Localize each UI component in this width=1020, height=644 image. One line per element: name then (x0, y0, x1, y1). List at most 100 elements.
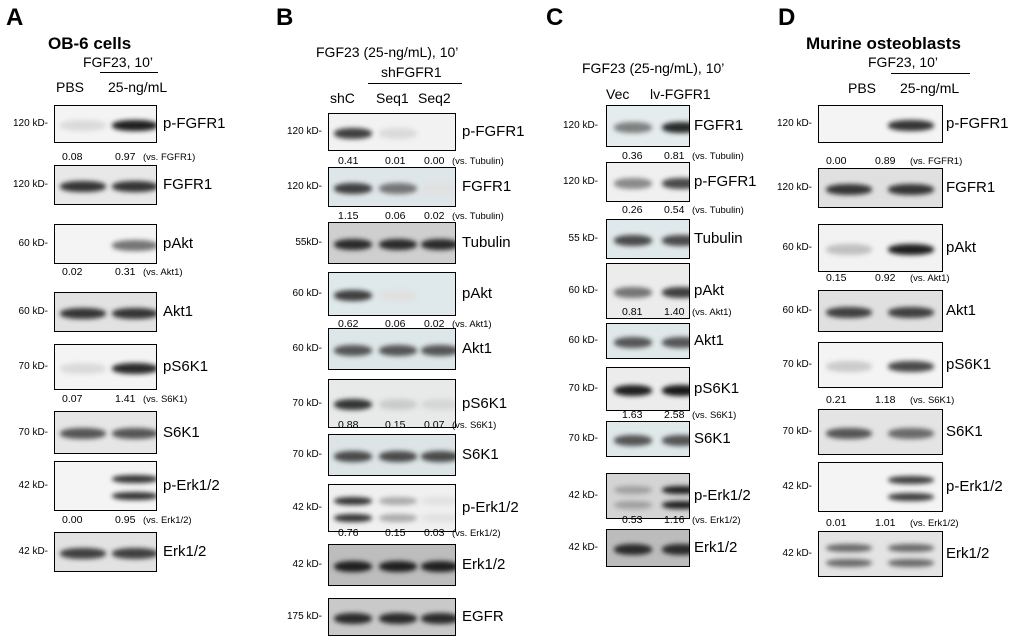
protein-band (112, 307, 156, 319)
quantification-value: 0.07 (62, 393, 83, 405)
protein-band (888, 493, 934, 501)
molecular-weight-marker: 120 kD- (286, 126, 322, 137)
protein-band (333, 450, 373, 462)
quantification-value: 0.89 (875, 155, 896, 167)
quantification-reference-text: (vs. Akt1) (692, 307, 732, 318)
molecular-weight-marker: 60 kD- (292, 343, 322, 354)
protein-band (888, 476, 934, 484)
quantification-value: 0.36 (622, 150, 643, 162)
quantification-value: 2.58 (664, 409, 685, 421)
protein-label: p-Erk1/2 (462, 499, 519, 516)
protein-band (614, 485, 652, 494)
panel-letter: C (546, 4, 564, 31)
panel-letter: D (778, 4, 796, 31)
blot-image (54, 344, 157, 390)
protein-band (826, 183, 872, 195)
molecular-weight-marker: 55 kD- (568, 233, 598, 244)
quantification-reference: (vs. Akt1) (452, 318, 492, 330)
protein-band (420, 513, 455, 522)
blot-image (54, 461, 157, 511)
protein-band (378, 238, 418, 250)
molecular-weight-marker: 60 kD- (782, 305, 812, 316)
quantification-reference-text: (vs. Tubulin) (452, 211, 504, 222)
protein-label: pS6K1 (694, 380, 740, 397)
lane-label: Seq1 (376, 90, 409, 106)
molecular-weight-marker: 70 kD- (18, 361, 48, 372)
protein-label: S6K1 (694, 430, 731, 447)
protein-band (888, 559, 934, 568)
blot-image (606, 219, 690, 259)
molecular-weight-marker: 175 kD- (286, 611, 322, 622)
protein-band (420, 344, 455, 356)
protein-label: S6K1 (163, 423, 200, 441)
blot-image (328, 544, 456, 586)
protein-band (662, 121, 689, 133)
blot-image (54, 532, 157, 572)
panel-title: OB-6 cells (48, 34, 132, 53)
molecular-weight-marker: 42 kD- (568, 542, 598, 553)
molecular-weight-marker: 120 kD- (12, 179, 48, 190)
protein-band (662, 485, 689, 494)
quantification-reference: (vs. Erk1/2) (143, 514, 192, 526)
quantification-reference: (vs. S6K1) (452, 419, 496, 431)
quantification-reference-text: (vs. Tubulin) (692, 205, 744, 216)
molecular-weight-marker: 120 kD- (562, 176, 598, 187)
protein-label: p-FGFR1 (946, 115, 1009, 132)
blot-image (818, 462, 943, 512)
protein-label: pS6K1 (163, 358, 209, 375)
quantification-reference-text: (vs. Erk1/2) (692, 515, 741, 526)
molecular-weight-marker: 70 kD- (568, 433, 598, 444)
quantification-reference: (vs. Akt1) (692, 306, 732, 318)
quantification-value: 0.26 (622, 204, 643, 216)
molecular-weight-marker: 120 kD- (776, 118, 812, 129)
blot-image (328, 328, 456, 370)
quantification-reference-text: (vs. S6K1) (910, 395, 955, 406)
blot-image (606, 421, 690, 457)
quantification-reference-text: (vs. S6K1) (692, 410, 737, 421)
quantification-reference: (vs. Akt1) (143, 266, 183, 278)
quantification-value: 0.92 (875, 272, 896, 284)
protein-band (420, 497, 455, 506)
blot-image (54, 105, 157, 143)
protein-band (614, 286, 652, 298)
protein-band (333, 497, 373, 506)
blot-image (606, 323, 690, 359)
quantification-value: 1.18 (875, 394, 896, 406)
quantification-reference-text: (vs. FGFR1) (143, 152, 196, 163)
protein-band (60, 428, 106, 439)
protein-label: p-Erk1/2 (694, 487, 751, 504)
protein-band (378, 612, 418, 624)
molecular-weight-marker: 42 kD- (18, 546, 48, 557)
protein-label: Tubulin (462, 234, 511, 251)
quantification-reference-text: (vs. Akt1) (452, 319, 492, 330)
protein-label: p-FGFR1 (163, 115, 226, 132)
molecular-weight-marker: 42 kD- (18, 480, 48, 491)
quantification-value: 0.15 (826, 272, 847, 284)
quantification-value: 0.02 (62, 266, 83, 278)
blot-image (606, 529, 690, 567)
blot-image (606, 105, 690, 147)
protein-label: FGFR1 (163, 176, 213, 193)
molecular-weight-marker: 42 kD- (292, 502, 322, 513)
quantification-reference: (vs. Tubulin) (692, 204, 744, 216)
treatment-condition: FGF23, 10’ (83, 54, 154, 70)
protein-band (333, 238, 373, 250)
lane-label: PBS (56, 79, 85, 95)
lane-group-underline (368, 83, 462, 85)
protein-band (60, 547, 106, 559)
quantification-value: 0.21 (826, 394, 847, 406)
protein-band (614, 121, 652, 133)
treatment-condition: FGF23 (25-ng/mL), 10’ (316, 44, 459, 60)
blot-image (328, 272, 456, 316)
quantification-value: 0.62 (338, 318, 359, 330)
lane-label: 25-ng/mL (900, 80, 960, 96)
protein-label: p-FGFR1 (462, 123, 525, 140)
quantification-value: 0.81 (622, 306, 643, 318)
lane-group-label: shFGFR1 (381, 64, 442, 80)
molecular-weight-marker: 70 kD- (782, 359, 812, 370)
quantification-reference-text: (vs. Erk1/2) (452, 528, 501, 539)
protein-band (888, 119, 934, 131)
protein-label: pS6K1 (462, 394, 508, 412)
protein-label: p-Erk1/2 (946, 478, 1003, 495)
protein-label: Akt1 (694, 332, 725, 349)
